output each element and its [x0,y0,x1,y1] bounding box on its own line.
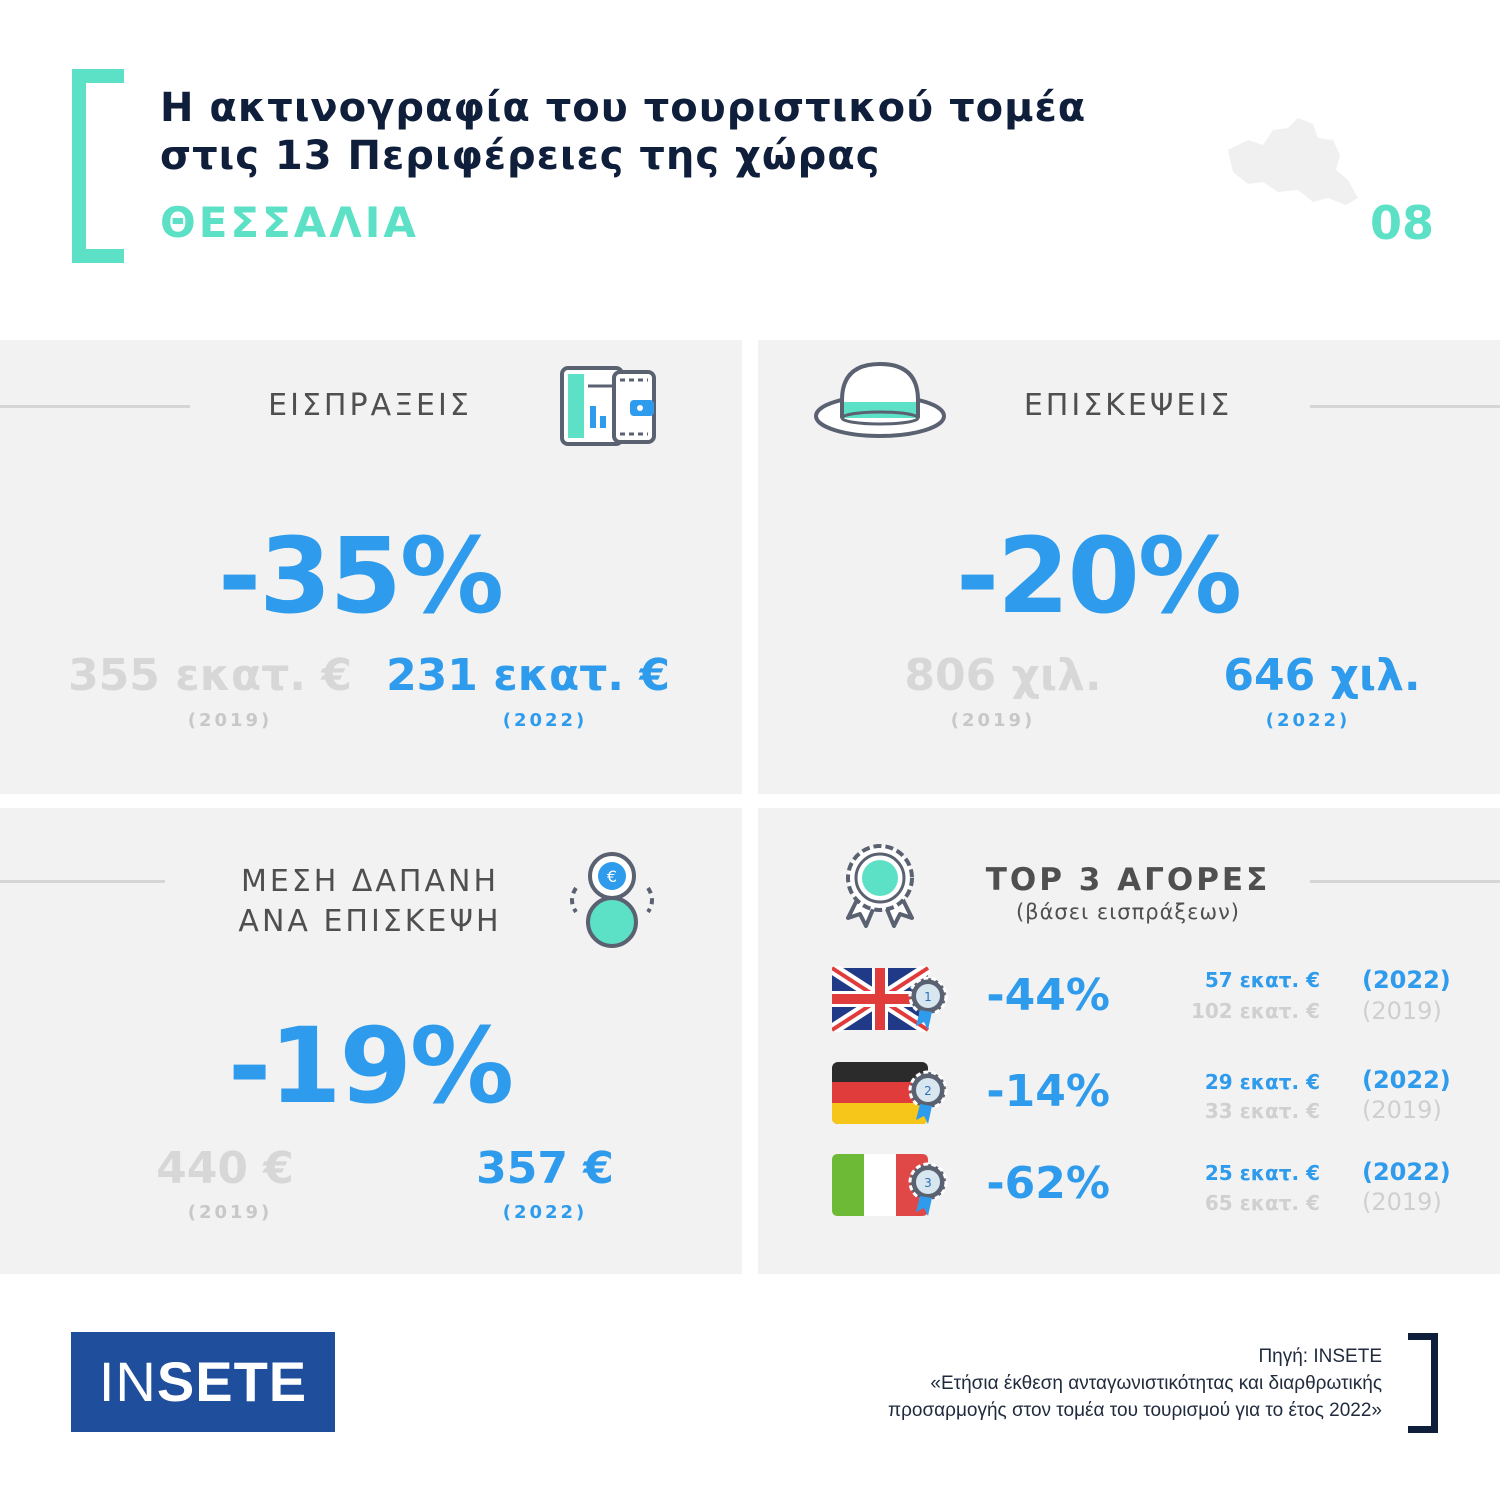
source-line-3: προσαρμογής στον τομέα του τουρισμού για… [887,1400,1382,1421]
receipts-change: -35% [217,515,504,637]
receipts-year-2019: (2019) [187,710,273,731]
market-2-year-2019: (2019) [1362,1096,1442,1124]
hat-icon [814,361,946,438]
title-line-2: στις 13 Περιφέρειες της χώρας [160,133,881,179]
market-3-year-2019: (2019) [1362,1188,1442,1216]
market-2-value-2022: 29 εκατ. € [1204,1070,1320,1094]
visits-year-2019: (2019) [950,710,1036,731]
market-1-rank: 1 [924,990,932,1004]
avg-spend-year-2019: (2019) [187,1202,273,1223]
logo-text-bold: SETE [156,1350,308,1413]
market-3-value-2022: 25 εκατ. € [1204,1161,1320,1185]
market-2-value-2019: 33 εκατ. € [1204,1099,1320,1123]
page-title: Η ακτινογραφία του τουριστικού τομέα στι… [160,84,1086,180]
footer-bracket [1408,1333,1438,1433]
visits-change: -20% [955,515,1242,637]
avg-spend-value-2022: 357 € [476,1143,614,1194]
top-markets-title: TOP 3 ΑΓΟΡΕΣ [985,862,1271,898]
market-2-year-2022: (2022) [1362,1066,1451,1094]
visits-divider [1310,405,1500,408]
avg-spend-value-2019: 440 € [156,1143,294,1194]
visits-value-2022: 646 χιλ. [1223,650,1421,701]
market-3-rank: 3 [924,1176,932,1190]
avg-spend-year-2022: (2022) [502,1202,588,1223]
source-line-2: «Ετήσια έκθεση ανταγωνιστικότητας και δι… [930,1373,1382,1394]
svg-text:€: € [607,867,617,886]
market-3-value-2019: 65 εκατ. € [1204,1191,1320,1215]
title-line-1: Η ακτινογραφία του τουριστικού τομέα [160,85,1087,131]
market-1-change: -44% [986,970,1110,1021]
market-1-year-2019: (2019) [1362,997,1442,1025]
header-bracket [72,69,124,263]
top-markets-divider [1310,880,1500,883]
region-name: ΘΕΣΣΑΛΙΑ [160,198,419,247]
source-note: Πηγή: INSETE «Ετήσια έκθεση ανταγωνιστικ… [742,1343,1382,1424]
visits-value-2019: 806 χιλ. [904,650,1102,701]
avg-spend-title-line-1: ΜΕΣΗ ΔΑΠΑΝΗ [240,864,499,899]
receipts-value-2019: 355 εκατ. € [68,650,352,701]
germany-flag: 2 [832,1062,948,1124]
page-number: 08 [1370,196,1435,250]
avg-spend-divider [0,880,165,883]
top-markets-subtitle: (βάσει εισπράξεων) [1015,900,1241,924]
market-2-rank: 2 [924,1084,932,1098]
source-line-1: Πηγή: INSETE [1258,1346,1382,1367]
region-map-icon [1228,118,1358,205]
insete-logo: INSETE [71,1332,335,1432]
market-3-change: -62% [986,1158,1110,1209]
receipts-year-2022: (2022) [502,710,588,731]
market-1-value-2022: 57 εκατ. € [1204,968,1320,992]
euro-coin-icon: € [570,852,654,948]
market-3-year-2022: (2022) [1362,1158,1451,1186]
avg-spend-change: -19% [227,1005,514,1127]
logo-text-light: IN [98,1350,157,1413]
receipts-title: ΕΙΣΠΡΑΞΕΙΣ [268,388,472,423]
visits-title: ΕΠΙΣΚΕΨΕΙΣ [1023,388,1233,423]
award-rosette-icon [846,844,914,928]
wallet-card-icon [560,366,656,446]
italy-flag: 3 [832,1154,948,1216]
avg-spend-title: ΜΕΣΗ ΔΑΠΑΝΗ ΑΝΑ ΕΠΙΣΚΕΨΗ [200,862,540,942]
avg-spend-title-line-2: ΑΝΑ ΕΠΙΣΚΕΨΗ [238,904,502,939]
market-2-change: -14% [986,1066,1110,1117]
receipts-value-2022: 231 εκατ. € [386,650,670,701]
market-1-value-2019: 102 εκατ. € [1190,999,1320,1023]
visits-year-2022: (2022) [1265,710,1351,731]
receipts-divider [0,405,190,408]
united-kingdom-flag: 1 [832,966,948,1032]
market-1-year-2022: (2022) [1362,966,1451,994]
